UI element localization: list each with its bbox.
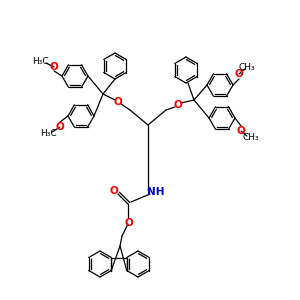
Text: O: O	[237, 126, 245, 136]
Text: O: O	[56, 122, 64, 132]
Text: CH₃: CH₃	[239, 62, 255, 71]
Text: O: O	[124, 218, 134, 228]
Text: O: O	[174, 100, 182, 110]
Text: NH: NH	[147, 187, 165, 197]
Text: H₃C: H₃C	[32, 58, 48, 67]
Text: O: O	[110, 186, 118, 196]
Text: O: O	[114, 97, 122, 107]
Text: O: O	[50, 62, 58, 72]
Text: H₃C: H₃C	[40, 130, 56, 139]
Text: CH₃: CH₃	[243, 134, 259, 142]
Text: O: O	[235, 69, 243, 79]
